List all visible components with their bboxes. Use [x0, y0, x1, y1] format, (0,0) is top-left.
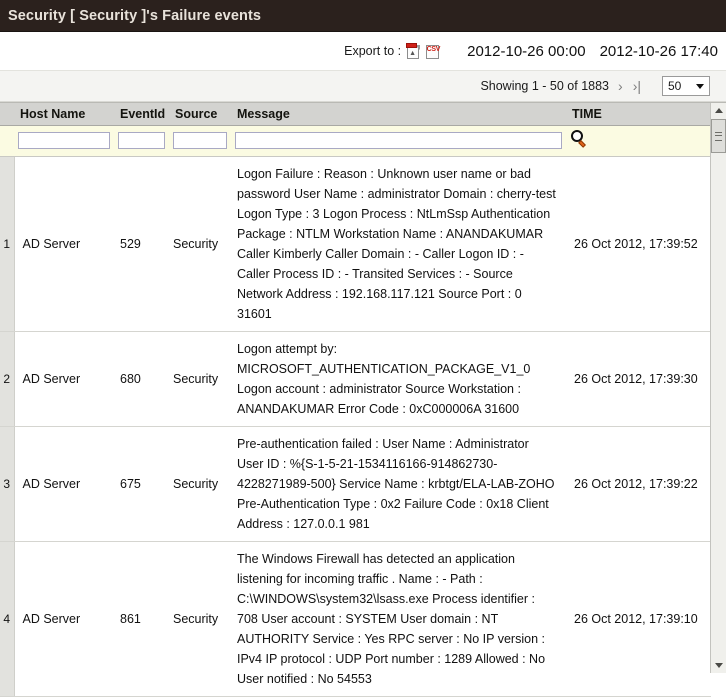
triangle-down-shape: [714, 663, 723, 668]
scrollbar-thumb[interactable]: [711, 119, 726, 153]
cell-time: 26 Oct 2012, 17:39:22: [566, 426, 711, 542]
search-icon[interactable]: [570, 129, 592, 149]
row-index: 2: [0, 331, 15, 427]
triangle-up-shape: [714, 108, 723, 113]
cell-eventid: 529: [114, 156, 169, 332]
table-row[interactable]: 4 AD Server 861 Security The Windows Fir…: [0, 541, 711, 697]
table-row[interactable]: 3 AD Server 675 Security Pre-authenticat…: [0, 426, 711, 542]
cell-eventid: 680: [114, 331, 169, 427]
last-page-icon[interactable]: ›|: [632, 78, 641, 94]
showing-count-label: Showing 1 - 50 of 1883: [480, 79, 610, 93]
cell-message: Pre-authentication failed : User Name : …: [231, 426, 566, 542]
filter-cell-source: [169, 125, 231, 157]
date-to: 2012-10-26 17:40: [599, 42, 718, 60]
filter-cell-eventid: [114, 125, 169, 157]
export-pdf-icon[interactable]: ▲: [406, 42, 422, 60]
filter-row: [0, 125, 711, 157]
cell-source: Security: [169, 541, 231, 697]
chevron-down-icon: [696, 83, 704, 89]
csv-glyph: CSV: [426, 45, 441, 53]
next-page-icon[interactable]: ›: [618, 78, 623, 94]
table-head: Host Name EventId Source Message TIME: [0, 103, 711, 157]
csv-sheet-shape: [426, 44, 440, 59]
page-size-select[interactable]: 50: [662, 76, 710, 96]
column-header-index: [0, 103, 14, 126]
cell-source: Security: [169, 331, 231, 427]
pdf-fold-shape: [415, 44, 421, 50]
host-name-filter-input[interactable]: [18, 132, 110, 149]
source-filter-input[interactable]: [173, 132, 227, 149]
cell-time: 26 Oct 2012, 17:39:10: [566, 541, 711, 697]
table-row[interactable]: 1 AD Server 529 Security Logon Failure :…: [0, 156, 711, 332]
cell-host: AD Server: [14, 426, 114, 542]
cell-source: Security: [169, 156, 231, 332]
pdf-glyph: ▲: [409, 49, 417, 57]
table-body: 1 AD Server 529 Security Logon Failure :…: [0, 156, 711, 697]
column-header-host-name[interactable]: Host Name: [14, 103, 114, 126]
cell-time: 26 Oct 2012, 17:39:52: [566, 156, 711, 332]
pdf-red-band-shape: [406, 42, 418, 48]
export-label: Export to :: [344, 44, 402, 58]
column-header-time[interactable]: TIME: [566, 103, 711, 126]
scroll-down-arrow-icon[interactable]: [711, 658, 726, 673]
vertical-scrollbar[interactable]: [710, 103, 726, 673]
events-grid-container: Host Name EventId Source Message TIME: [0, 102, 726, 697]
cell-message: Logon Failure : Reason : Unknown user na…: [231, 156, 566, 332]
filter-cell-host: [14, 125, 114, 157]
column-header-eventid[interactable]: EventId: [114, 103, 169, 126]
cell-eventid: 861: [114, 541, 169, 697]
page-size-value: 50: [668, 79, 682, 93]
cell-time: 26 Oct 2012, 17:39:30: [566, 331, 711, 427]
column-header-source[interactable]: Source: [169, 103, 231, 126]
search-lens-shape: [571, 130, 583, 142]
search-handle-shape: [578, 140, 586, 148]
filter-cell-search: [566, 125, 711, 157]
scrollbar-grip-icon: [715, 132, 722, 141]
cell-eventid: 675: [114, 426, 169, 542]
cell-message: The Windows Firewall has detected an app…: [231, 541, 566, 697]
header-row: Host Name EventId Source Message TIME: [0, 103, 711, 126]
date-from: 2012-10-26 00:00: [467, 42, 586, 60]
eventid-filter-input[interactable]: [118, 132, 165, 149]
cell-message: Logon attempt by: MICROSOFT_AUTHENTICATI…: [231, 331, 566, 427]
row-index: 1: [0, 156, 15, 332]
page-title: Security [ Security ]'s Failure events: [8, 7, 262, 24]
row-index: 4: [0, 541, 15, 697]
paging-bar: Showing 1 - 50 of 1883 › ›| 50: [0, 70, 726, 102]
export-icon-group: ▲ CSV: [406, 42, 441, 60]
filter-cell-index: [0, 125, 14, 157]
cell-host: AD Server: [14, 331, 114, 427]
column-header-message[interactable]: Message: [231, 103, 566, 126]
export-csv-icon[interactable]: CSV: [425, 43, 441, 60]
cell-host: AD Server: [14, 541, 114, 697]
export-toolbar: Export to : ▲ CSV 2012-10-26 00:00 2012-…: [0, 32, 726, 70]
window-title-bar: Security [ Security ]'s Failure events: [0, 0, 726, 32]
message-filter-input[interactable]: [235, 132, 562, 149]
date-range: 2012-10-26 00:00 2012-10-26 17:40: [467, 43, 718, 60]
cell-host: AD Server: [14, 156, 114, 332]
table-row[interactable]: 2 AD Server 680 Security Logon attempt b…: [0, 331, 711, 427]
filter-cell-message: [231, 125, 566, 157]
row-index: 3: [0, 426, 15, 542]
cell-source: Security: [169, 426, 231, 542]
events-table: Host Name EventId Source Message TIME: [0, 103, 711, 697]
scroll-up-arrow-icon[interactable]: [711, 103, 726, 118]
